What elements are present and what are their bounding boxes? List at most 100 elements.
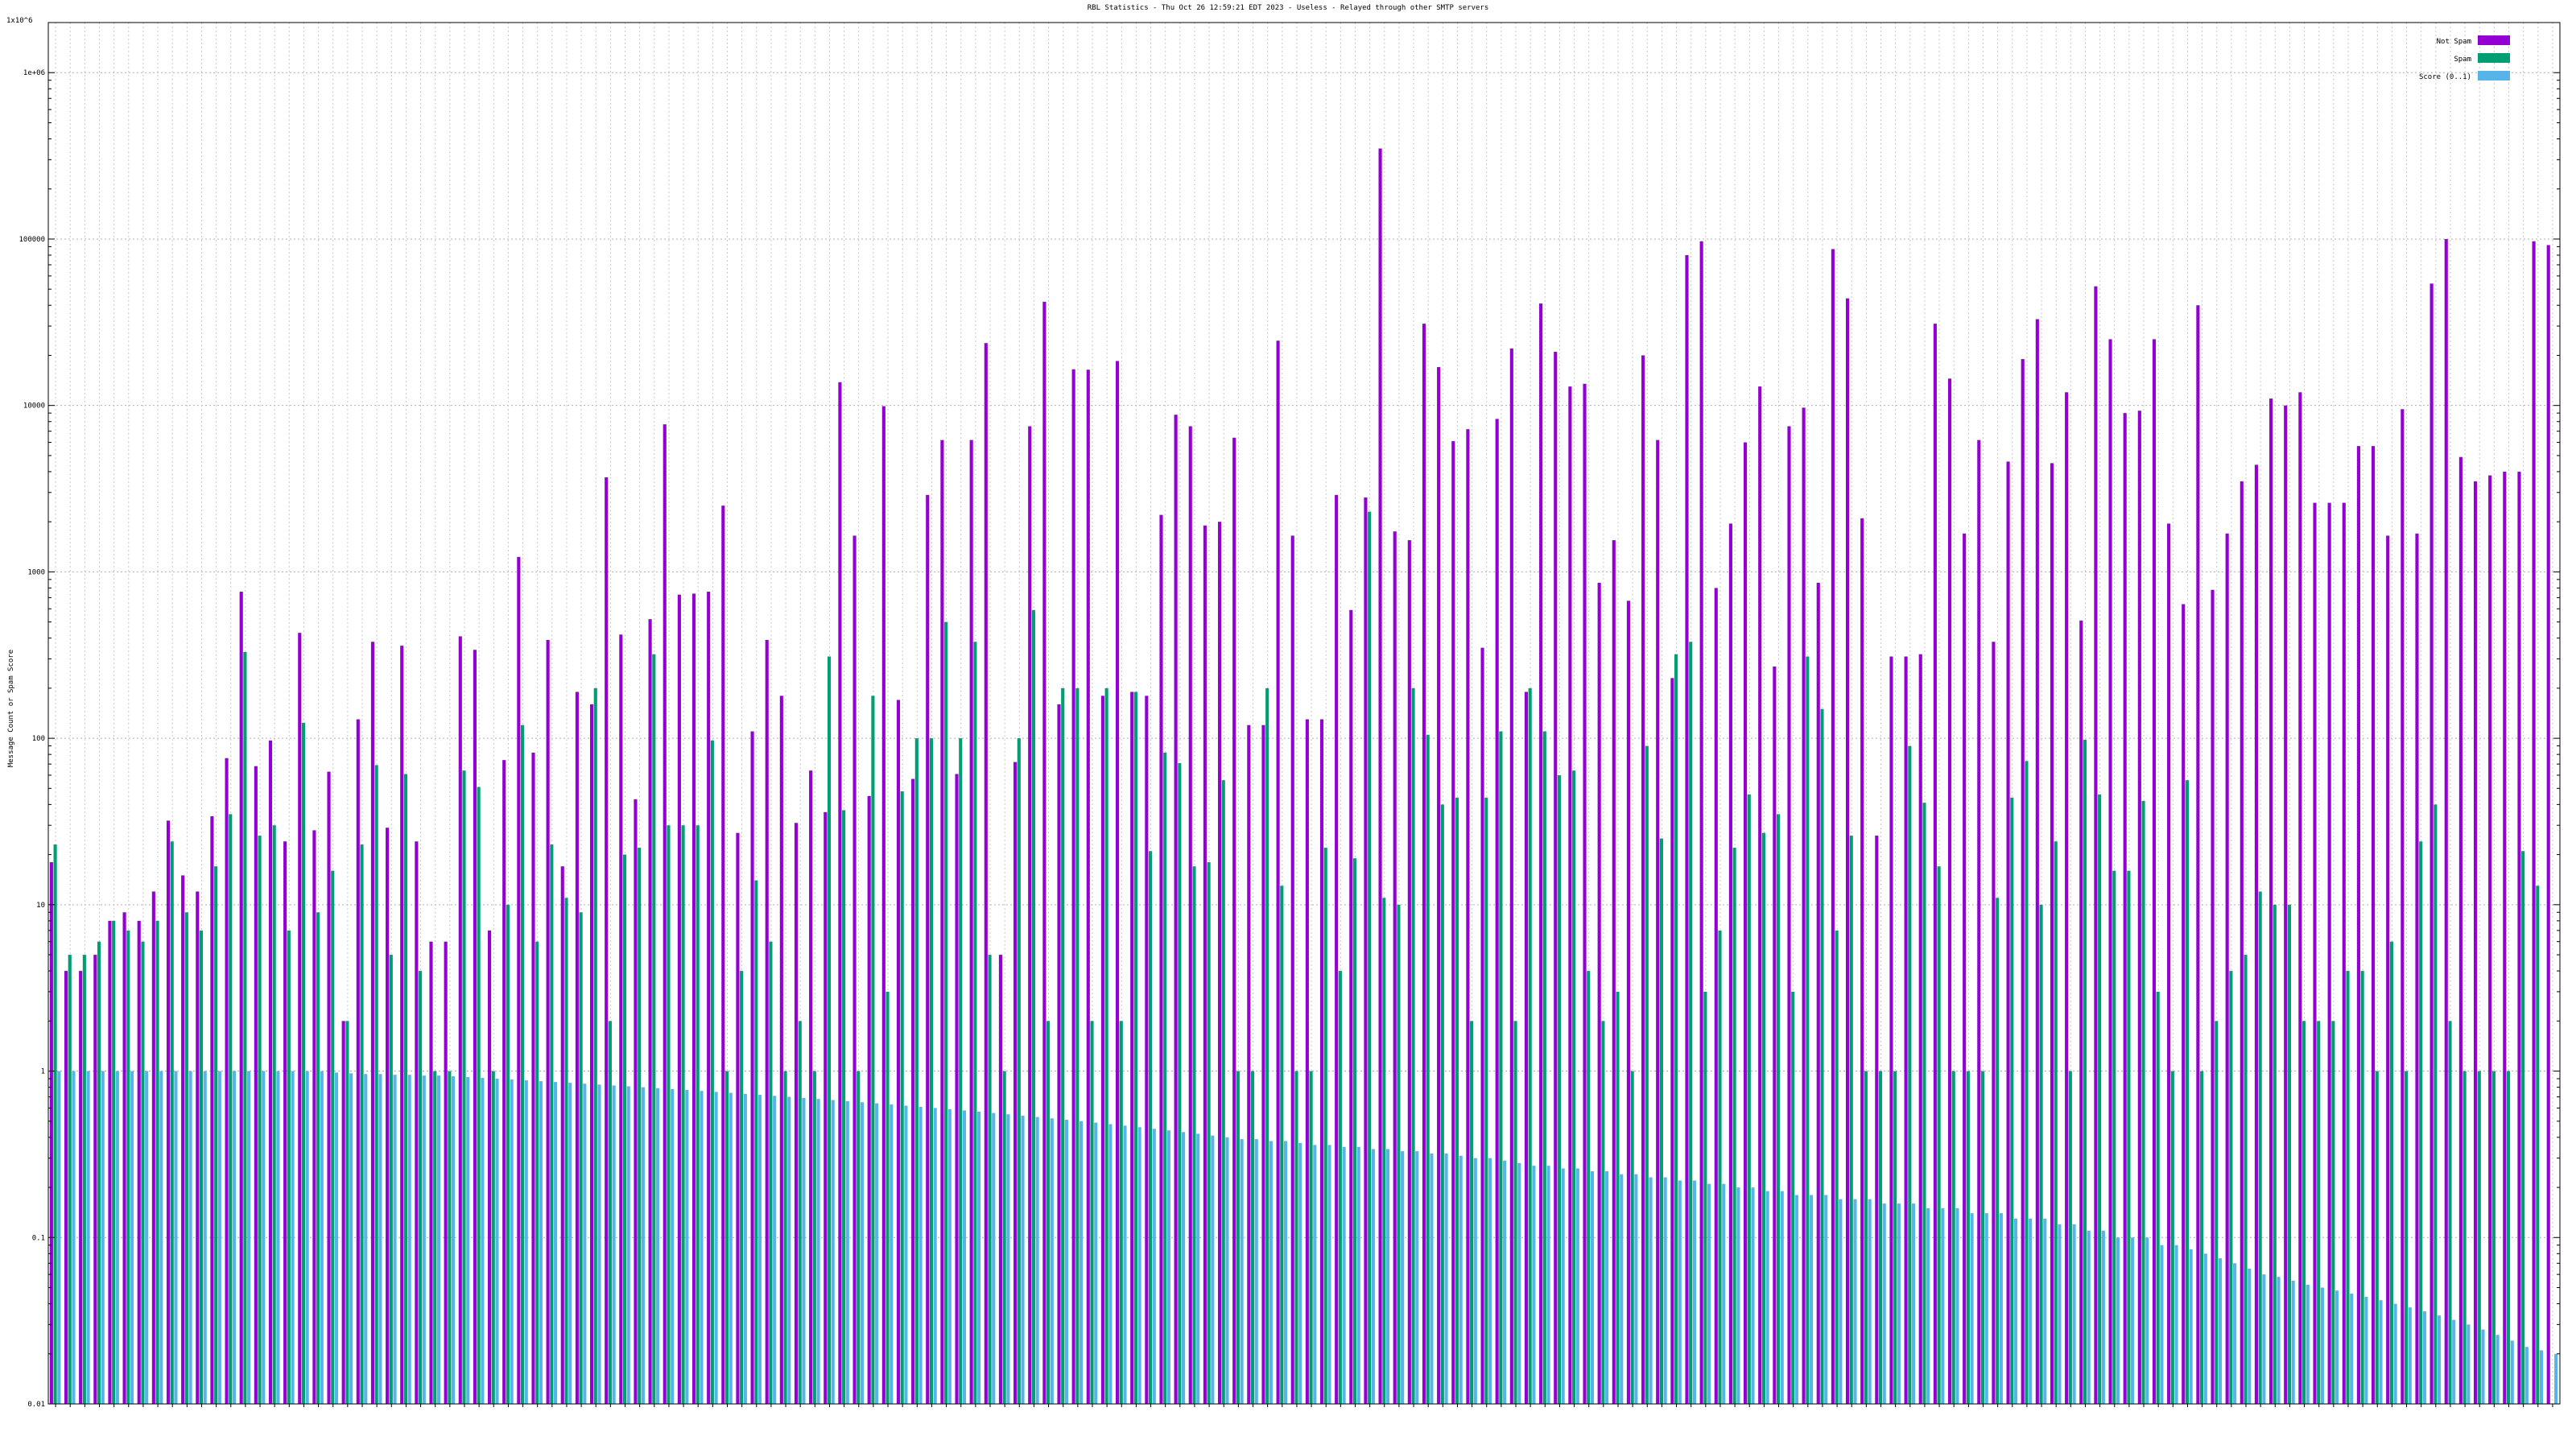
bar-score-0-1- [1926,1208,1930,1404]
bar-spam [272,825,276,1404]
bar-spam [1806,656,1810,1404]
bar-not-spam [677,594,681,1404]
bar-not-spam [239,592,243,1404]
bar-score-0-1- [86,1071,90,1404]
bar-score-0-1- [407,1075,411,1404]
bar-spam [126,930,130,1404]
y-tick-label: 10000 [23,402,45,411]
bar-spam [1440,804,1444,1404]
bar-score-0-1- [203,1071,207,1404]
bar-score-0-1- [1970,1213,1974,1404]
bar-not-spam [1714,588,1718,1404]
bar-not-spam [2372,446,2376,1404]
legend-swatch [2478,53,2510,63]
bar-not-spam [1554,352,1558,1404]
bar-score-0-1- [2320,1287,2324,1404]
bar-spam [2215,1021,2219,1404]
bar-score-0-1- [700,1091,704,1404]
bar-spam [1031,609,1035,1404]
bar-spam [1908,745,1912,1404]
bar-not-spam [1875,836,1879,1404]
bar-spam [1368,511,1372,1404]
bar-spam [2010,797,2014,1404]
bar-score-0-1- [1342,1146,1346,1404]
bar-score-0-1- [1298,1142,1302,1404]
bar-not-spam [940,440,944,1404]
bar-not-spam [838,382,842,1405]
bar-not-spam [225,758,229,1404]
bar-not-spam [2473,481,2478,1404]
bar-score-0-1- [2116,1237,2120,1404]
bar-spam [287,930,291,1404]
bar-spam [681,825,685,1404]
legend-swatch [2478,71,2510,80]
bar-not-spam [196,891,200,1404]
bar-spam [403,774,407,1404]
bar-spam [2360,971,2364,1404]
bar-score-0-1- [466,1077,470,1404]
bar-spam [1207,862,1211,1404]
bar-spam [2098,794,2102,1404]
bar-score-0-1- [2218,1258,2223,1404]
y-tick-label: 1000 [27,568,45,576]
bar-score-0-1- [729,1092,733,1404]
bar-score-0-1- [130,1071,134,1404]
bar-spam [740,971,744,1404]
bar-score-0-1- [291,1071,295,1404]
bar-score-0-1- [1999,1213,2003,1404]
bar-not-spam [1145,696,1149,1404]
bar-not-spam [1685,254,1689,1405]
bar-spam [1776,814,1781,1404]
bar-score-0-1- [641,1087,645,1404]
bar-not-spam [1159,514,1163,1405]
bar-score-0-1- [758,1095,762,1404]
bar-spam [900,791,904,1404]
bar-spam [2229,971,2233,1404]
bar-spam [579,912,583,1404]
bar-not-spam [736,832,740,1404]
bar-not-spam [1524,691,1529,1404]
bar-spam [1470,1021,1474,1404]
bar-score-0-1- [1327,1145,1331,1404]
bar-not-spam [2356,446,2360,1404]
bar-not-spam [2488,475,2492,1404]
bar-score-0-1- [1444,1153,1448,1404]
chart-title: RBL Statistics - Thu Oct 26 12:59:21 EDT… [1088,4,1489,12]
bar-spam [1499,731,1503,1404]
bar-spam [959,738,963,1404]
y-tick-label: 0.1 [32,1234,45,1242]
bar-not-spam [1305,719,1309,1404]
bar-spam [1338,971,1342,1404]
bar-spam [2287,904,2291,1404]
bar-score-0-1- [1984,1213,1988,1404]
bar-spam [2112,870,2116,1404]
bar-not-spam [64,971,68,1404]
bar-score-0-1- [115,1071,119,1404]
bar-spam [1265,687,1269,1404]
bar-score-0-1- [320,1071,324,1404]
bar-spam [82,955,86,1404]
bar-score-0-1- [1313,1145,1317,1404]
bar-score-0-1- [875,1103,879,1404]
bar-spam [1718,930,1722,1404]
bar-score-0-1- [2524,1347,2529,1404]
bar-spam [1601,1021,1605,1404]
x-axis-labels [55,1404,2553,1407]
bar-spam [2536,886,2540,1404]
bar-spam [112,920,116,1404]
bar-not-spam [663,424,667,1405]
bar-score-0-1- [1941,1208,1945,1404]
bar-spam [1075,687,1080,1404]
bar-not-spam [1071,369,1075,1405]
bar-score-0-1- [1283,1141,1288,1404]
bar-spam [2244,955,2248,1404]
bar-not-spam [1437,367,1441,1404]
bar-score-0-1- [539,1081,543,1404]
plot-area-frame [47,22,2561,1405]
bar-spam [1236,1071,1240,1404]
bar-score-0-1- [671,1088,675,1404]
bar-not-spam [1130,691,1134,1404]
bar-score-0-1- [1955,1208,1959,1404]
bar-not-spam [911,778,915,1404]
bar-not-spam [1612,540,1616,1404]
